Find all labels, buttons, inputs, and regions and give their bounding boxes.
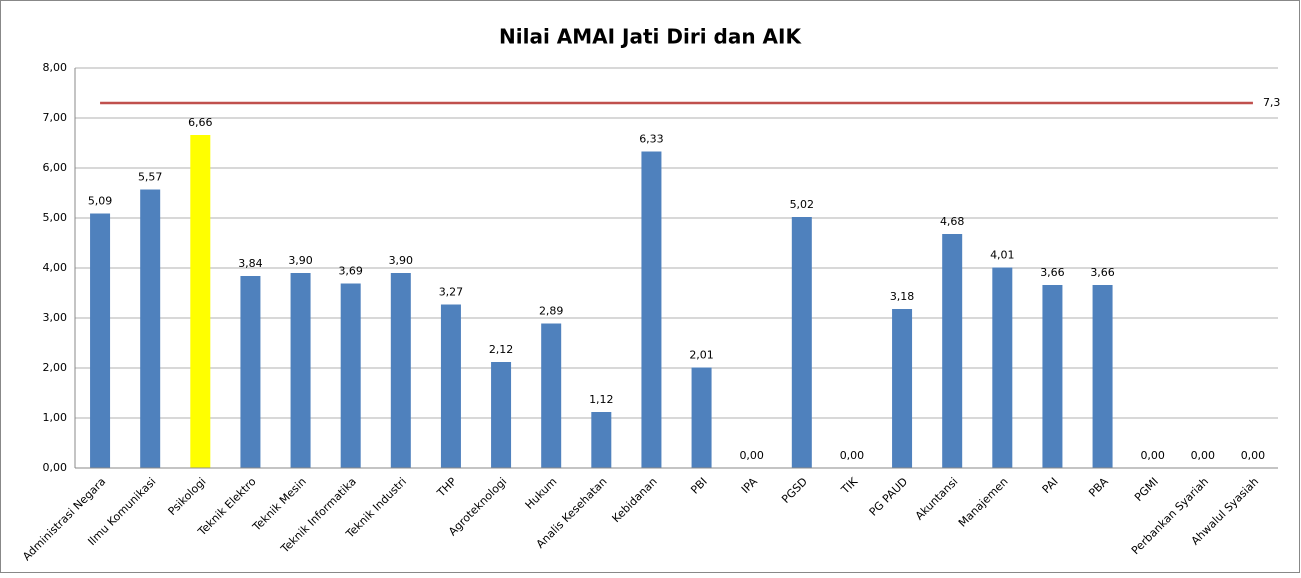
bar [1092,285,1113,468]
value-label: 0,00 [1140,449,1165,462]
bar [942,234,963,468]
bar [390,273,411,468]
bar [691,367,712,468]
bar [340,283,361,468]
value-label: 4,01 [990,249,1015,262]
bar [992,267,1013,468]
value-label: 3,90 [389,254,414,267]
bar [140,189,161,468]
value-label: 3,84 [238,257,263,270]
chart-title: Nilai AMAI Jati Diri dan AIK [499,25,802,49]
value-label: 0,00 [1191,449,1216,462]
value-label: 3,27 [439,286,464,299]
value-label: 6,66 [188,116,213,129]
reference-label: 7,3 [1263,96,1281,109]
value-label: 0,00 [739,449,764,462]
value-label: 0,00 [840,449,865,462]
bar [440,304,461,468]
value-label: 3,66 [1040,266,1065,279]
y-tick-label: 8,00 [43,61,68,74]
bar [591,412,612,468]
value-label: 0,00 [1241,449,1266,462]
y-tick-label: 3,00 [43,311,68,324]
bar [541,323,562,468]
value-label: 3,90 [288,254,313,267]
y-tick-label: 0,00 [43,461,68,474]
bar [491,362,512,468]
value-label: 5,09 [88,195,113,208]
bar [240,276,261,468]
value-label: 2,12 [489,343,514,356]
y-tick-label: 2,00 [43,361,68,374]
bar [290,273,311,468]
value-label: 3,66 [1090,266,1115,279]
value-label: 2,01 [689,349,714,362]
bar [892,309,913,468]
value-label: 3,69 [338,265,363,278]
value-label: 6,33 [639,133,664,146]
bar [1042,285,1063,468]
bar [641,151,662,468]
y-tick-label: 1,00 [43,411,68,424]
value-label: 2,89 [539,305,564,318]
y-tick-label: 5,00 [43,211,68,224]
value-label: 5,02 [790,198,815,211]
y-tick-label: 4,00 [43,261,68,274]
bar [190,135,211,468]
value-label: 4,68 [940,215,965,228]
y-tick-label: 7,00 [43,111,68,124]
value-label: 1,12 [589,393,614,406]
value-label: 5,57 [138,171,163,184]
bar [90,213,111,468]
bar [791,217,812,468]
value-label: 3,18 [890,290,915,303]
y-tick-label: 6,00 [43,161,68,174]
